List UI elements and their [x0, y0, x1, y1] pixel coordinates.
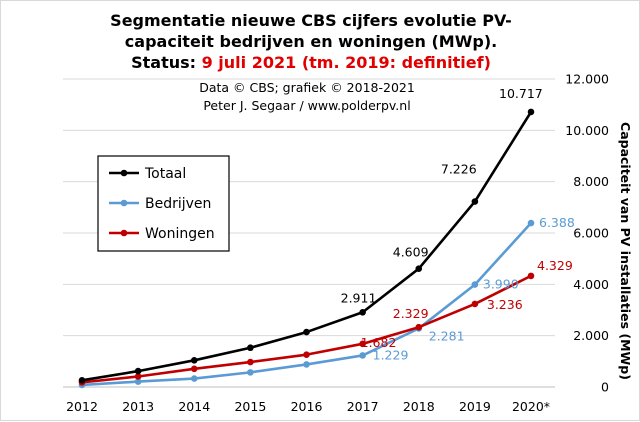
y-tick-label: 6.000 — [573, 226, 609, 241]
data-label-woningen: 4.329 — [537, 258, 573, 273]
data-point-totaal — [78, 377, 86, 384]
data-label-woningen: 2.329 — [393, 306, 429, 321]
data-point-woningen — [415, 323, 423, 331]
y-tick-label: 0 — [601, 380, 609, 395]
y-tick-label: 8.000 — [573, 174, 609, 189]
legend-items: Totaal Bedrijven Woningen — [109, 166, 215, 242]
data-point-woningen — [247, 358, 254, 366]
data-label-totaal: 7.226 — [441, 162, 477, 177]
data-label-bedrijven: 2.281 — [429, 328, 465, 343]
x-tick-label: 2018 — [403, 399, 435, 414]
data-label-bedrijven: 6.388 — [539, 215, 575, 230]
x-tick-label: 2012 — [66, 399, 98, 414]
status-prefix: Status: — [131, 53, 202, 72]
data-label-totaal: 10.717 — [499, 86, 543, 101]
x-tick-label: 2013 — [122, 399, 154, 414]
data-point-totaal — [359, 308, 366, 316]
legend-swatch-marker — [120, 229, 128, 237]
data-point-woningen — [471, 300, 479, 308]
legend-swatch-marker — [120, 199, 128, 207]
data-point-woningen — [190, 365, 198, 373]
data-point-totaal — [415, 265, 423, 273]
data-point-totaal — [134, 367, 142, 375]
x-tick-label: 2019 — [459, 399, 491, 414]
chart-legend: Totaal Bedrijven Woningen — [97, 155, 230, 252]
source-line-2: Peter J. Segaar / www.polderpv.nl — [203, 98, 410, 113]
data-label-woningen: 3.236 — [487, 297, 523, 312]
data-point-totaal — [190, 357, 198, 364]
legend-label-bedrijven: Bedrijven — [145, 196, 211, 212]
legend-label-totaal: Totaal — [144, 166, 186, 182]
data-label-totaal: 2.911 — [341, 290, 377, 305]
y-tick-label: 12.000 — [565, 72, 609, 87]
status-text: 9 juli 2021 (tm. 2019: definitief) — [202, 53, 491, 72]
source-line-1: Data © CBS; grafiek © 2018-2021 — [199, 80, 415, 95]
data-label-bedrijven: 1.229 — [373, 347, 409, 362]
x-tick-label: 2016 — [291, 399, 323, 414]
x-tick-label: 2014 — [178, 399, 210, 414]
data-point-totaal — [471, 198, 479, 205]
data-point-woningen — [303, 351, 310, 358]
data-point-woningen — [359, 340, 366, 348]
x-tick-label: 2015 — [234, 399, 266, 414]
data-point-totaal — [527, 108, 535, 116]
data-point-bedrijven — [134, 378, 142, 385]
data-label-totaal: 4.609 — [393, 245, 429, 260]
y-tick-label: 4.000 — [573, 277, 609, 292]
data-label-woningen: 1.682 — [361, 335, 397, 350]
y-tick-label: 10.000 — [565, 123, 609, 138]
legend-swatch-marker — [120, 169, 128, 177]
data-point-bedrijven — [303, 361, 310, 368]
data-point-totaal — [303, 328, 310, 336]
data-point-bedrijven — [471, 281, 479, 288]
series-layer — [78, 108, 535, 389]
data-label-bedrijven: 3.990 — [483, 277, 519, 292]
data-point-bedrijven — [359, 352, 366, 359]
x-tick-label: 2020* — [512, 399, 550, 414]
data-point-totaal — [247, 344, 254, 352]
data-point-woningen — [134, 373, 142, 380]
data-point-bedrijven — [247, 369, 254, 376]
data-label-layer: 2.911 4.609 7.226 10.717 1.229 2.281 3.990 6.38… — [341, 86, 575, 363]
data-point-bedrijven — [527, 219, 535, 227]
chart-status-line: Status: 9 juli 2021 (tm. 2019: definitie… — [131, 53, 491, 72]
y-tick-label: 2.000 — [573, 328, 609, 343]
chart-title-line-2: capaciteit bedrijven en woningen (MWp). — [125, 32, 497, 51]
axis-layer: 0 2.000 4.000 6.000 8.000 10.000 12.000 2012 201… — [66, 72, 609, 415]
y-axis-title: Capaciteit van PV installaties (MWp) — [618, 122, 633, 380]
legend-label-woningen: Woningen — [145, 226, 215, 242]
x-tick-label: 2017 — [347, 399, 379, 414]
data-point-woningen — [527, 272, 535, 280]
data-point-bedrijven — [190, 375, 198, 382]
chart-title-line-1: Segmentatie nieuwe CBS cijfers evolutie … — [110, 11, 512, 30]
